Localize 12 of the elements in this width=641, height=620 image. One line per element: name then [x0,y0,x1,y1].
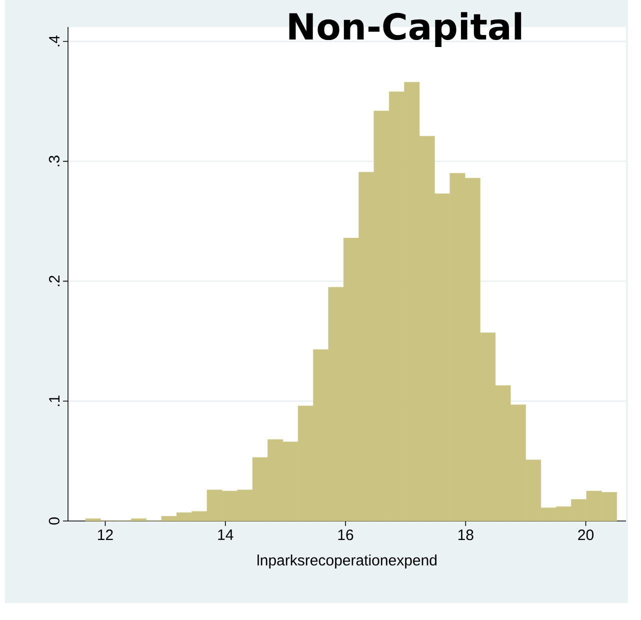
x-tick-label: 16 [338,530,354,540]
y-tick-label: 0 [48,517,60,525]
y-tick-label: .3 [48,156,60,166]
x-axis-title: lnparksrecoperationexpend [258,554,436,568]
y-tick-label: .1 [49,396,60,406]
x-tick-label: 20 [578,530,594,540]
x-tick-label: 18 [458,530,474,540]
x-tick-label: 14 [218,530,234,540]
y-tick-label: .4 [49,36,60,46]
x-tick-label: 12 [98,530,113,540]
chart-title: Non-Capital [289,12,522,48]
y-tick-label: .2 [49,276,60,286]
